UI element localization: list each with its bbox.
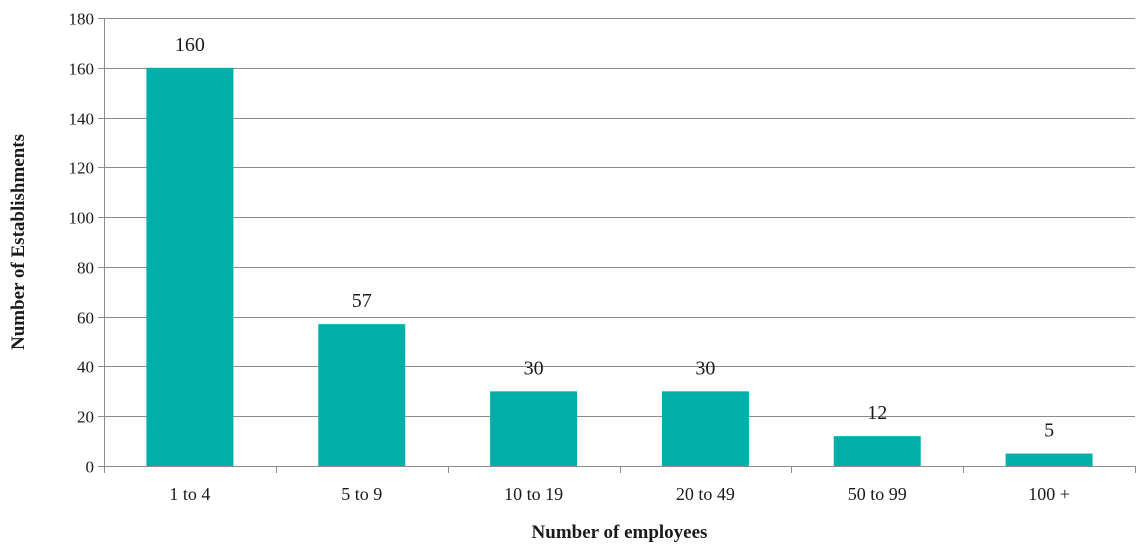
bar <box>490 391 578 466</box>
y-tick-label: 0 <box>86 458 95 477</box>
bar <box>146 67 234 467</box>
axes <box>104 18 1135 467</box>
y-tick-labels: 0 20 40 60 80 100 120 140 160 180 <box>69 10 104 477</box>
data-label: 5 <box>1044 420 1054 442</box>
y-tick-label: 160 <box>69 60 95 79</box>
y-axis-title: Number of Establishments <box>8 134 29 350</box>
category-label: 20 to 49 <box>676 484 735 504</box>
bar <box>318 324 406 466</box>
data-label: 12 <box>867 402 887 424</box>
data-label: 30 <box>524 357 544 379</box>
y-tick-label: 180 <box>69 10 95 29</box>
data-label: 57 <box>352 290 372 312</box>
x-tick-marks <box>104 466 1136 473</box>
category-label: 10 to 19 <box>504 484 563 504</box>
data-labels: 160 57 30 30 12 5 <box>175 34 1054 442</box>
data-label: 160 <box>175 34 205 56</box>
y-tick-label: 80 <box>77 259 94 278</box>
bar <box>661 391 749 466</box>
y-tick-label: 100 <box>69 209 95 228</box>
category-label: 50 to 99 <box>848 484 907 504</box>
x-axis-title: Number of employees <box>532 522 708 543</box>
y-tick-label: 60 <box>77 309 94 328</box>
y-tick-label: 120 <box>69 159 95 178</box>
category-label: 1 to 4 <box>169 484 210 504</box>
y-tick-label: 40 <box>77 358 94 377</box>
category-labels: 1 to 4 5 to 9 10 to 19 20 to 49 50 to 99 100 … <box>169 484 1070 504</box>
bar <box>1005 453 1093 466</box>
bars <box>146 67 1093 467</box>
category-label: 100 + <box>1028 484 1070 504</box>
category-label: 5 to 9 <box>341 484 382 504</box>
bar <box>833 436 921 466</box>
y-tick-label: 20 <box>77 408 94 427</box>
gridlines <box>104 18 1135 417</box>
data-label: 30 <box>695 357 715 379</box>
y-tick-label: 140 <box>69 110 95 129</box>
